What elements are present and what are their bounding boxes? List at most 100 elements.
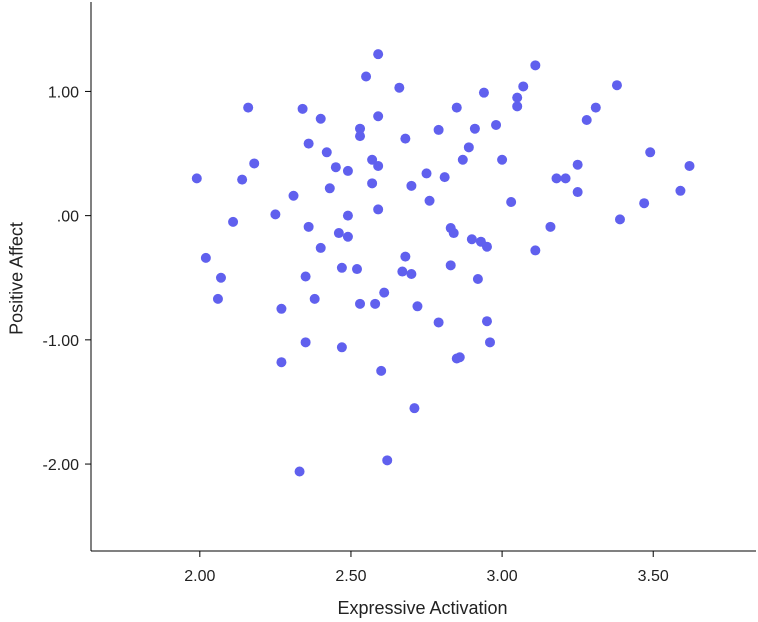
data-point xyxy=(397,266,408,277)
data-point xyxy=(300,271,311,282)
data-point xyxy=(412,301,423,312)
data-point xyxy=(590,102,601,113)
data-point xyxy=(491,119,502,130)
x-tick-label: 2.50 xyxy=(335,568,366,585)
data-point xyxy=(297,103,308,114)
data-point xyxy=(481,241,492,252)
data-point xyxy=(463,142,474,153)
y-tick-label: .00 xyxy=(57,209,79,226)
data-point xyxy=(421,168,432,179)
data-point xyxy=(373,111,384,122)
axis-ticks: 2.00 2.50 3.00 3.50 1.00 .00 -1.00 -2.00 xyxy=(43,84,669,585)
data-point xyxy=(382,455,393,466)
data-point xyxy=(342,210,353,221)
data-point xyxy=(300,337,311,348)
data-point xyxy=(675,185,686,196)
data-point xyxy=(506,196,517,207)
data-point xyxy=(336,262,347,273)
data-point xyxy=(237,174,248,185)
data-point xyxy=(469,123,480,134)
y-tick-label: -2.00 xyxy=(43,457,80,474)
data-point xyxy=(478,87,489,98)
data-point xyxy=(472,273,483,284)
data-point xyxy=(684,160,695,171)
data-point xyxy=(400,251,411,262)
data-point xyxy=(376,365,387,376)
data-point xyxy=(645,147,656,158)
data-point xyxy=(367,178,378,189)
data-point xyxy=(379,287,390,298)
data-point xyxy=(370,298,381,309)
y-axis-title: Positive Affect xyxy=(6,222,26,335)
data-point xyxy=(191,173,202,184)
data-point xyxy=(276,303,287,314)
data-point xyxy=(639,198,650,209)
data-point xyxy=(333,228,344,239)
data-point xyxy=(518,81,529,92)
data-point xyxy=(551,173,562,184)
data-point xyxy=(315,242,326,253)
data-point xyxy=(303,221,314,232)
x-tick-label: 3.00 xyxy=(487,568,518,585)
data-point xyxy=(424,195,435,206)
data-point xyxy=(200,252,211,263)
data-point xyxy=(373,160,384,171)
data-point xyxy=(457,154,468,165)
data-point xyxy=(433,317,444,328)
y-tick-label: 1.00 xyxy=(48,84,79,101)
data-point xyxy=(373,49,384,60)
data-point xyxy=(400,133,411,144)
data-point xyxy=(545,221,556,232)
data-point xyxy=(512,92,523,103)
data-point xyxy=(355,298,366,309)
data-point xyxy=(530,60,541,71)
data-point xyxy=(611,80,622,91)
data-point xyxy=(451,102,462,113)
data-point xyxy=(309,293,320,304)
data-point xyxy=(530,245,541,256)
data-point xyxy=(249,158,260,169)
data-point xyxy=(288,190,299,201)
data-point xyxy=(409,403,420,414)
data-point xyxy=(433,124,444,135)
data-point xyxy=(448,228,459,239)
data-point xyxy=(367,154,378,165)
data-point xyxy=(439,172,450,183)
data-point xyxy=(454,352,465,363)
data-point xyxy=(342,231,353,242)
data-point xyxy=(512,101,523,112)
data-point xyxy=(572,159,583,170)
data-point xyxy=(394,82,405,93)
data-point xyxy=(481,316,492,327)
data-point xyxy=(215,272,226,283)
y-tick-label: -1.00 xyxy=(43,333,80,350)
data-point xyxy=(315,113,326,124)
data-point xyxy=(352,264,362,275)
data-point xyxy=(342,165,353,176)
data-point xyxy=(355,131,366,142)
data-point xyxy=(330,162,341,173)
data-point xyxy=(361,71,372,82)
data-point xyxy=(406,180,417,191)
data-point xyxy=(355,123,366,134)
data-point xyxy=(373,204,384,215)
data-point xyxy=(560,173,571,184)
data-point xyxy=(485,337,495,348)
data-point xyxy=(321,147,332,158)
data-point xyxy=(581,114,592,125)
data-point xyxy=(303,138,314,149)
data-point xyxy=(270,209,281,220)
data-points xyxy=(191,49,695,477)
data-point xyxy=(276,357,287,368)
data-point xyxy=(466,234,477,245)
data-point xyxy=(497,154,508,165)
data-point xyxy=(243,102,254,113)
data-point xyxy=(572,187,583,198)
data-point xyxy=(406,269,417,280)
data-point xyxy=(228,216,239,227)
data-point xyxy=(324,183,335,194)
data-point xyxy=(336,342,347,353)
x-axis-title: Expressive Activation xyxy=(337,598,507,618)
x-tick-label: 2.00 xyxy=(184,568,215,585)
